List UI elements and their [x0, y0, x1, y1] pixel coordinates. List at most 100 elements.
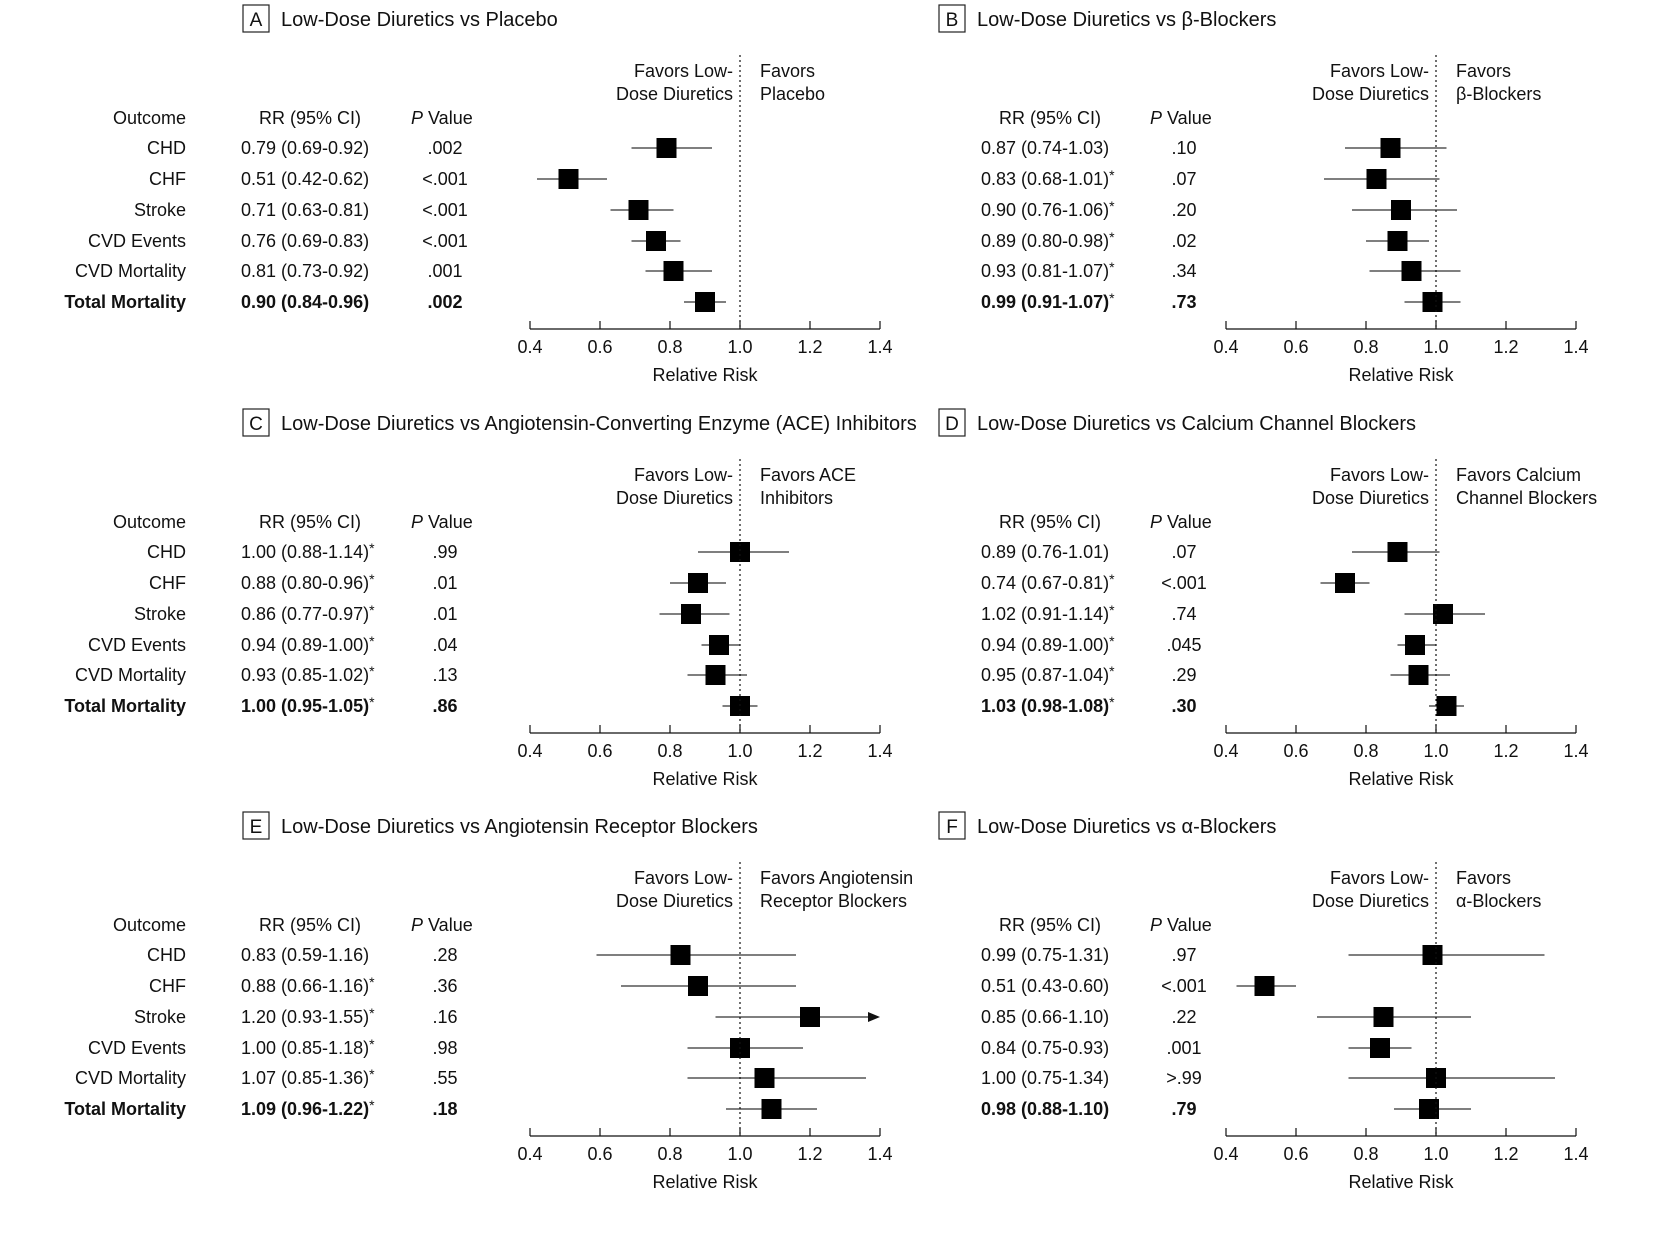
outcome-label: CVD Mortality — [75, 665, 186, 685]
outcome-label: CVD Mortality — [75, 261, 186, 281]
rr-footnote-star: * — [369, 1097, 375, 1113]
x-tick-label: 1.4 — [1563, 741, 1588, 761]
rr-footnote-star: * — [369, 540, 375, 556]
point-estimate — [1401, 261, 1422, 281]
rr-value: 0.74 (0.67-0.81)* — [981, 571, 1115, 593]
panel-letter-box — [242, 4, 270, 33]
p-header-rest: Value — [423, 108, 473, 128]
outcome-label: CHD — [147, 945, 186, 965]
rr-footnote-star: * — [369, 1036, 375, 1052]
p-value: .01 — [432, 604, 457, 624]
p-header-rest: Value — [1162, 512, 1212, 532]
outcome-label: CHF — [149, 976, 186, 996]
favors-left-line-2: Dose Diuretics — [616, 84, 733, 104]
p-value: <.001 — [422, 231, 468, 251]
rr-value: 1.00 (0.95-1.05)* — [241, 694, 375, 716]
favors-right-line-2: β-Blockers — [1456, 84, 1541, 104]
rr-value: 1.00 (0.75-1.34) — [981, 1068, 1109, 1088]
x-tick-label: 1.2 — [797, 741, 822, 761]
p-value-header: P Value — [1150, 915, 1212, 935]
x-tick-label: 0.8 — [657, 337, 682, 357]
point-estimate — [1405, 635, 1425, 655]
x-tick-label: 1.2 — [1493, 741, 1518, 761]
rr-value: 0.90 (0.76-1.06)* — [981, 198, 1115, 220]
x-tick-label: 0.6 — [587, 741, 612, 761]
favors-left-line-1: Favors Low- — [634, 465, 733, 485]
p-header-italic: P — [411, 512, 423, 532]
rr-footnote-star: * — [369, 1066, 375, 1082]
point-estimate — [1335, 573, 1355, 593]
rr-header: RR (95% CI) — [259, 108, 361, 128]
rr-value: 0.85 (0.66-1.10) — [981, 1007, 1109, 1027]
x-tick-label: 1.2 — [1493, 337, 1518, 357]
panel-letter: C — [249, 414, 263, 435]
outcome-label: Stroke — [134, 200, 186, 220]
p-header-italic: P — [1150, 915, 1162, 935]
rr-value: 0.98 (0.88-1.10) — [981, 1099, 1109, 1119]
x-tick-label: 0.6 — [587, 1144, 612, 1164]
rr-value: 0.99 (0.91-1.07)* — [981, 290, 1115, 312]
p-value: .045 — [1166, 635, 1201, 655]
x-tick-label: 0.8 — [657, 741, 682, 761]
outcome-header: Outcome — [113, 108, 186, 128]
p-header-rest: Value — [1162, 108, 1212, 128]
point-estimate — [1254, 976, 1275, 996]
p-value: >.99 — [1166, 1068, 1202, 1088]
p-value: .29 — [1171, 665, 1196, 685]
p-value: <.001 — [422, 200, 468, 220]
outcome-label: CVD Events — [88, 1038, 186, 1058]
x-tick-label: 0.8 — [1353, 741, 1378, 761]
favors-right-line-2: Receptor Blockers — [760, 891, 907, 911]
point-estimate — [1433, 604, 1453, 624]
x-axis-label: Relative Risk — [652, 769, 758, 789]
favors-right-line-1: Favors — [760, 61, 815, 81]
x-tick-label: 0.6 — [1283, 337, 1308, 357]
favors-right-line-1: Favors Calcium — [1456, 465, 1581, 485]
favors-right-line-1: Favors Angiotensin — [760, 868, 913, 888]
rr-value: 0.90 (0.84-0.96) — [241, 292, 369, 312]
rr-footnote-star: * — [1109, 167, 1115, 183]
rr-footnote-star: * — [369, 571, 375, 587]
rr-value: 0.93 (0.81-1.07)* — [981, 259, 1115, 281]
point-estimate — [709, 635, 729, 655]
x-axis-label: Relative Risk — [652, 1172, 758, 1192]
favors-right-line-1: Favors — [1456, 868, 1511, 888]
rr-value: 0.94 (0.89-1.00)* — [981, 633, 1115, 655]
rr-value: 0.89 (0.76-1.01) — [981, 542, 1109, 562]
rr-header: RR (95% CI) — [999, 512, 1101, 532]
rr-footnote-star: * — [369, 694, 375, 710]
x-axis-label: Relative Risk — [1348, 769, 1454, 789]
x-tick-label: 1.2 — [1493, 1144, 1518, 1164]
outcome-label: CHD — [147, 542, 186, 562]
rr-value: 0.89 (0.80-0.98)* — [981, 229, 1115, 251]
favors-left-line-2: Dose Diuretics — [1312, 488, 1429, 508]
favors-left-line-2: Dose Diuretics — [616, 891, 733, 911]
favors-left-line-2: Dose Diuretics — [616, 488, 733, 508]
p-value: .002 — [427, 138, 462, 158]
panel-title: Low-Dose Diuretics vs α-Blockers — [977, 816, 1276, 838]
p-value: <.001 — [1161, 976, 1207, 996]
rr-value: 0.79 (0.69-0.92) — [241, 138, 369, 158]
panel-letter-box — [938, 4, 966, 33]
x-tick-label: 1.2 — [797, 337, 822, 357]
p-value-header: P Value — [411, 512, 473, 532]
favors-right-line-2: Inhibitors — [760, 488, 833, 508]
x-tick-label: 1.0 — [727, 1144, 752, 1164]
rr-footnote-star: * — [1109, 602, 1115, 618]
p-value: .79 — [1171, 1099, 1196, 1119]
rr-value: 1.02 (0.91-1.14)* — [981, 602, 1115, 624]
p-value-header: P Value — [1150, 108, 1212, 128]
p-value: .97 — [1171, 945, 1196, 965]
rr-value: 0.94 (0.89-1.00)* — [241, 633, 375, 655]
x-tick-label: 0.8 — [1353, 337, 1378, 357]
p-value: .36 — [432, 976, 457, 996]
x-tick-label: 0.4 — [1213, 337, 1238, 357]
rr-value: 0.87 (0.74-1.03) — [981, 138, 1109, 158]
rr-footnote-star: * — [369, 633, 375, 649]
rr-footnote-star: * — [369, 663, 375, 679]
panel-title: Low-Dose Diuretics vs Calcium Channel Bl… — [977, 413, 1416, 435]
favors-left-line-1: Favors Low- — [634, 868, 733, 888]
x-tick-label: 0.6 — [1283, 1144, 1308, 1164]
panel-letter-box — [938, 811, 966, 840]
p-value: .02 — [1171, 231, 1196, 251]
